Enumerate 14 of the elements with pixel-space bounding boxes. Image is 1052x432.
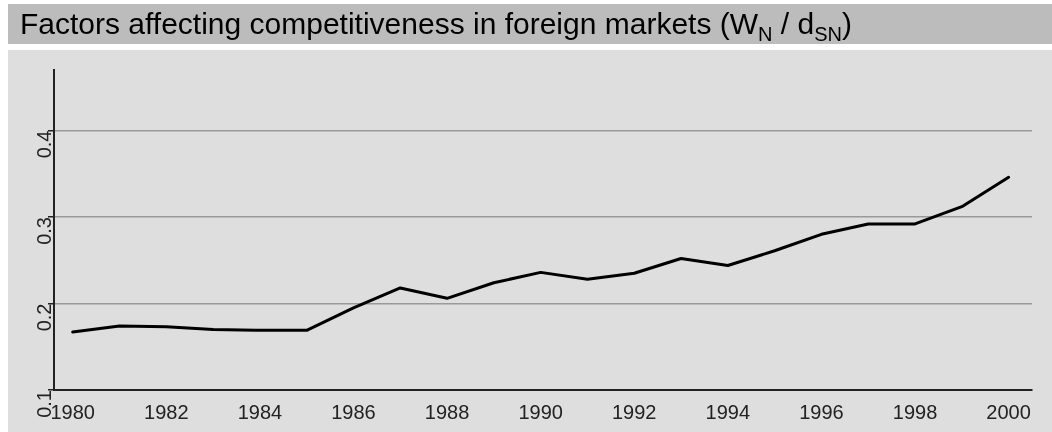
x-tick-label: 2000	[986, 400, 1031, 423]
x-tick-label: 1996	[799, 400, 844, 423]
y-tick-label: 0.3	[32, 217, 55, 245]
y-tick-label: 0.2	[32, 303, 55, 332]
y-tick-label: 0.4	[32, 130, 55, 159]
x-tick-label: 1984	[237, 400, 283, 423]
x-tick-label: 1998	[892, 400, 938, 423]
x-tick-label: 1988	[424, 400, 470, 423]
x-tick-label: 1986	[331, 400, 376, 423]
x-tick-label: 1992	[612, 400, 657, 423]
x-tick-label: 1990	[518, 400, 563, 423]
x-tick-label: 1982	[144, 400, 189, 423]
x-tick-label: 1994	[705, 400, 751, 423]
chart-title: Factors affecting competitiveness in foreign markets (W$_{N}$ / d$_{SN}$)	[8, 4, 1052, 45]
